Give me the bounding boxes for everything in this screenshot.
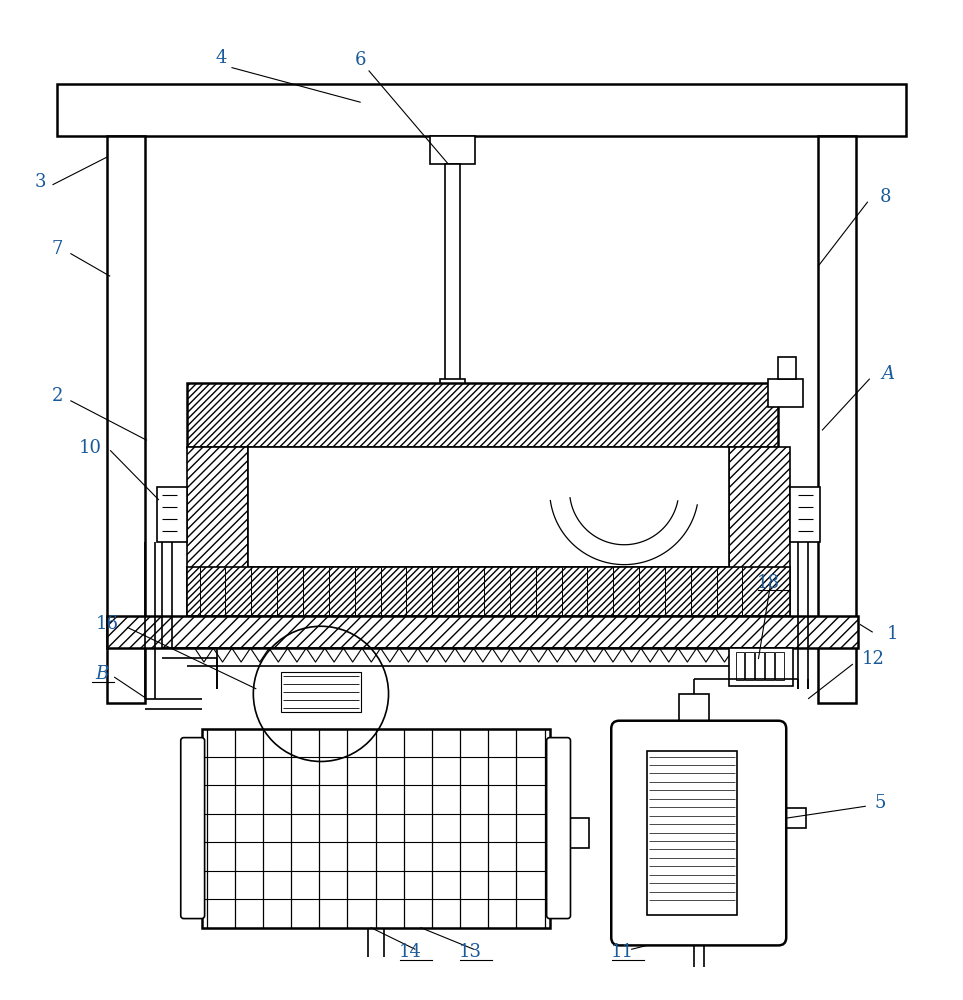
Bar bbox=[58, 84, 905, 136]
Text: 8: 8 bbox=[880, 188, 892, 206]
Bar bbox=[440, 379, 465, 399]
Bar bbox=[445, 164, 460, 383]
Bar bbox=[755, 652, 765, 680]
Text: 3: 3 bbox=[35, 173, 46, 191]
Bar bbox=[107, 136, 145, 703]
Bar bbox=[107, 616, 858, 648]
Text: 18: 18 bbox=[757, 574, 780, 592]
Text: 5: 5 bbox=[874, 794, 885, 812]
Bar bbox=[679, 694, 709, 729]
FancyBboxPatch shape bbox=[547, 738, 570, 919]
Text: 4: 4 bbox=[216, 49, 227, 67]
Text: 14: 14 bbox=[399, 943, 422, 961]
Bar bbox=[729, 648, 794, 686]
Bar bbox=[281, 672, 361, 712]
FancyBboxPatch shape bbox=[181, 738, 204, 919]
Bar bbox=[430, 136, 475, 164]
Text: A: A bbox=[881, 365, 894, 383]
Bar bbox=[187, 447, 248, 616]
Text: 10: 10 bbox=[79, 439, 102, 457]
Bar bbox=[647, 751, 737, 915]
Bar bbox=[786, 808, 806, 828]
Bar bbox=[818, 136, 856, 703]
Bar bbox=[187, 567, 791, 616]
Bar bbox=[201, 729, 550, 928]
Bar bbox=[248, 447, 729, 567]
Bar bbox=[778, 357, 796, 379]
Text: 2: 2 bbox=[52, 387, 64, 405]
Bar bbox=[768, 379, 803, 407]
Text: 1: 1 bbox=[887, 625, 898, 643]
Bar bbox=[157, 487, 187, 542]
Bar bbox=[729, 447, 791, 616]
Bar bbox=[187, 383, 778, 447]
Bar bbox=[791, 487, 820, 542]
Bar bbox=[766, 652, 774, 680]
Bar bbox=[736, 652, 744, 680]
Bar bbox=[775, 652, 784, 680]
Bar bbox=[560, 818, 589, 848]
Text: B: B bbox=[95, 665, 109, 683]
Text: 16: 16 bbox=[95, 615, 118, 633]
FancyBboxPatch shape bbox=[612, 721, 786, 945]
Text: 13: 13 bbox=[458, 943, 482, 961]
Text: 12: 12 bbox=[861, 650, 884, 668]
Bar bbox=[745, 652, 754, 680]
Text: 11: 11 bbox=[611, 943, 634, 961]
Text: 7: 7 bbox=[52, 240, 64, 258]
Text: 6: 6 bbox=[355, 51, 367, 69]
